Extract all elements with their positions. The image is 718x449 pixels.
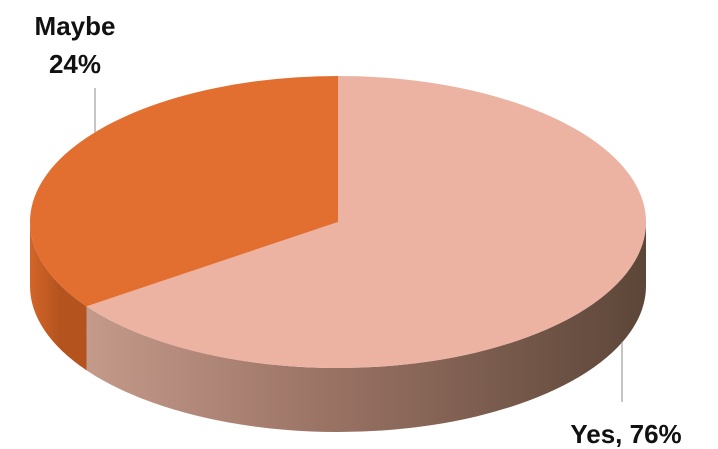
slice-side-maybe (30, 222, 87, 371)
slice-maybe (29, 75, 339, 307)
pie-sides (30, 222, 646, 433)
slice-side-yes (86, 222, 646, 433)
pie-tops (29, 75, 646, 368)
data-label-yes: Yes, 76% (570, 419, 681, 449)
slice-yes (86, 76, 646, 368)
data-label-maybe-name: Maybe (35, 11, 116, 41)
data-label-maybe-value: 24% (49, 49, 101, 79)
